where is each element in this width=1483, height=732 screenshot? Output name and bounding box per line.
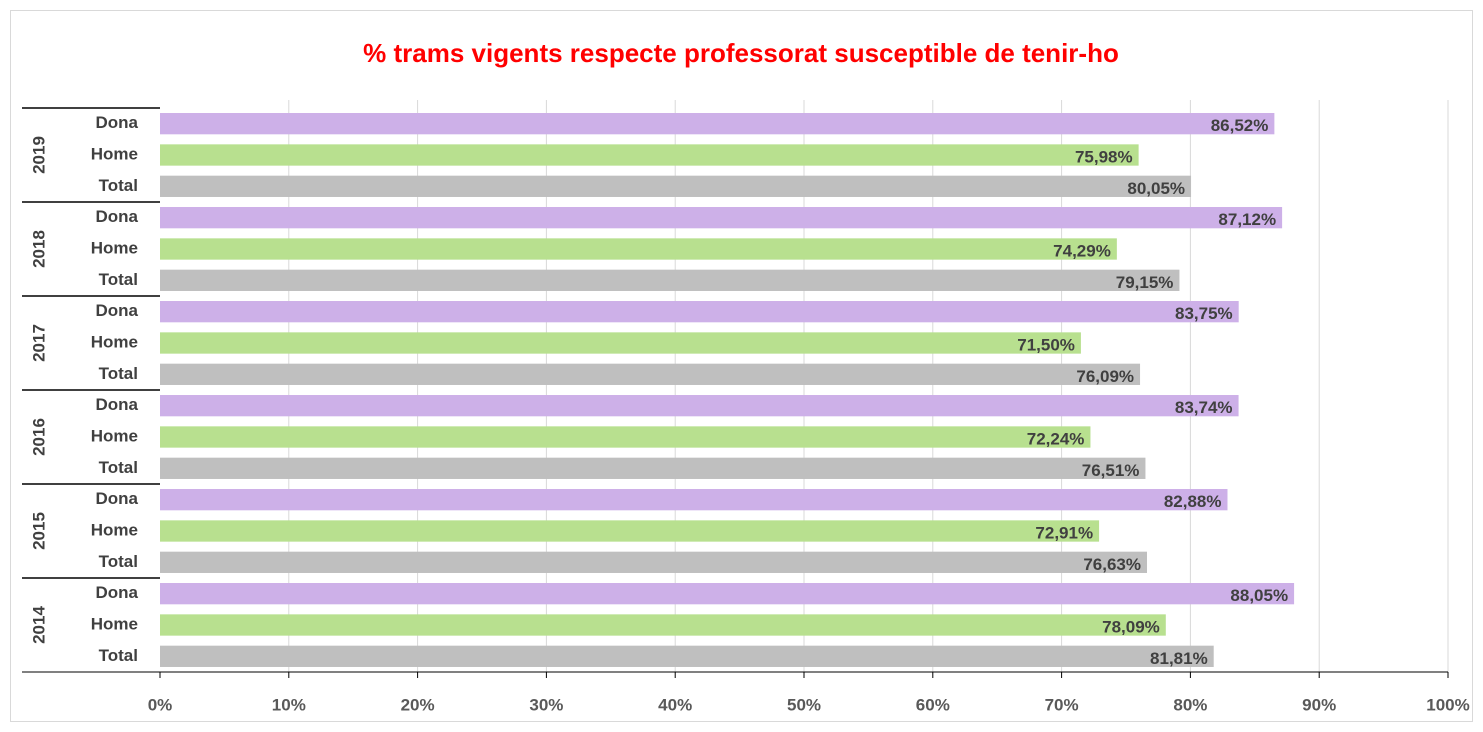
x-tick-label: 30% <box>529 695 563 714</box>
x-tick-label: 80% <box>1173 695 1207 714</box>
bar <box>160 207 1283 229</box>
bar <box>160 489 1228 511</box>
x-tick-label: 100% <box>1426 695 1469 714</box>
bar <box>160 269 1180 291</box>
data-label: 80,05% <box>1127 179 1185 198</box>
bar <box>160 645 1214 667</box>
x-tick-label: 10% <box>272 695 306 714</box>
y-tick-label: Total <box>99 270 138 289</box>
y-tick-label: Home <box>91 426 138 445</box>
y-tick-label: Home <box>91 332 138 351</box>
x-tick-label: 20% <box>401 695 435 714</box>
y-tick-label: Total <box>99 646 138 665</box>
y-tick-label: Home <box>91 614 138 633</box>
group-label: 2014 <box>29 606 48 644</box>
group-label: 2017 <box>29 324 48 362</box>
x-tick-label: 0% <box>148 695 173 714</box>
y-tick-label: Total <box>99 458 138 477</box>
bar <box>160 520 1100 542</box>
data-label: 76,51% <box>1082 461 1140 480</box>
x-tick-label: 40% <box>658 695 692 714</box>
x-tick-label: 90% <box>1302 695 1336 714</box>
bar <box>160 301 1239 323</box>
y-tick-label: Total <box>99 364 138 383</box>
data-label: 78,09% <box>1102 617 1160 636</box>
data-label: 75,98% <box>1075 147 1133 166</box>
bar <box>160 551 1147 573</box>
y-tick-label: Dona <box>96 207 139 226</box>
bar <box>160 332 1081 354</box>
data-label: 87,12% <box>1218 210 1276 229</box>
y-tick-label: Dona <box>96 489 139 508</box>
y-tick-label: Home <box>91 520 138 539</box>
bar <box>160 457 1146 479</box>
bar <box>160 583 1295 605</box>
data-label: 88,05% <box>1230 586 1288 605</box>
group-label: 2019 <box>29 136 48 174</box>
data-label: 79,15% <box>1116 273 1174 292</box>
bar <box>160 395 1239 417</box>
x-tick-label: 60% <box>916 695 950 714</box>
data-label: 71,50% <box>1017 335 1075 354</box>
data-label: 72,24% <box>1027 429 1085 448</box>
y-tick-label: Total <box>99 176 138 195</box>
bar <box>160 363 1141 385</box>
bar <box>160 175 1192 197</box>
bar <box>160 238 1117 260</box>
group-label: 2015 <box>29 512 48 550</box>
bar <box>160 144 1139 166</box>
bar <box>160 614 1166 636</box>
data-label: 86,52% <box>1211 116 1269 135</box>
bar <box>160 113 1275 135</box>
data-label: 76,09% <box>1076 367 1134 386</box>
y-tick-label: Dona <box>96 301 139 320</box>
y-tick-label: Dona <box>96 113 139 132</box>
group-label: 2016 <box>29 418 48 456</box>
x-tick-label: 70% <box>1045 695 1079 714</box>
data-label: 76,63% <box>1083 555 1141 574</box>
data-label: 83,74% <box>1175 398 1233 417</box>
y-tick-label: Dona <box>96 395 139 414</box>
y-tick-label: Dona <box>96 583 139 602</box>
data-label: 81,81% <box>1150 649 1208 668</box>
bar <box>160 426 1091 448</box>
data-label: 82,88% <box>1164 492 1222 511</box>
data-label: 74,29% <box>1053 241 1111 260</box>
x-tick-label: 50% <box>787 695 821 714</box>
y-tick-label: Home <box>91 238 138 257</box>
data-label: 83,75% <box>1175 304 1233 323</box>
data-label: 72,91% <box>1035 523 1093 542</box>
y-tick-label: Total <box>99 552 138 571</box>
y-tick-label: Home <box>91 144 138 163</box>
chart-title: % trams vigents respecte professorat sus… <box>363 38 1119 68</box>
group-label: 2018 <box>29 230 48 268</box>
